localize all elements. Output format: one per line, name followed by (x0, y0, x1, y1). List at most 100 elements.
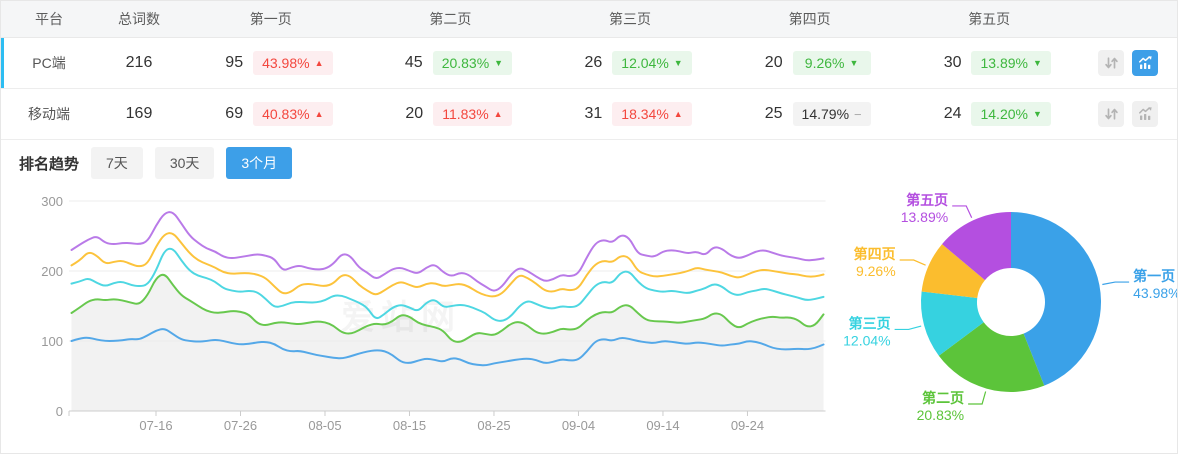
trend-arrow-icon: ▼ (1032, 57, 1042, 68)
svg-text:43.98%: 43.98% (1133, 285, 1178, 301)
table-row-pc[interactable]: PC端 216 95 43.98% ▲ 45 20.83% ▼ 26 12.04% ▼… (1, 38, 1177, 89)
trend-chart-button[interactable] (1132, 101, 1158, 127)
page-count: 25 (764, 105, 783, 122)
page-count: 26 (584, 54, 603, 71)
col-header-platform: 平台 (35, 11, 63, 27)
svg-text:08-15: 08-15 (393, 418, 426, 433)
svg-text:第二页: 第二页 (922, 390, 964, 406)
total-words-value: 169 (125, 105, 153, 122)
page1-cell: 95 43.98% ▲ (181, 51, 361, 75)
page2-cell: 45 20.83% ▼ (361, 51, 541, 75)
trend-arrow-icon: − (854, 106, 862, 122)
change-pct: 9.26% (804, 55, 845, 71)
svg-text:09-04: 09-04 (562, 418, 595, 433)
total-words-value: 216 (125, 54, 153, 71)
change-pct: 14.79% (801, 106, 850, 122)
col-header-page3: 第三页 (608, 11, 651, 27)
change-pct: 20.83% (441, 55, 490, 71)
col-header-page1: 第一页 (249, 11, 292, 27)
page-count: 45 (404, 54, 423, 71)
sort-arrows-icon (1105, 108, 1118, 120)
change-pct: 43.98% (262, 55, 310, 71)
change-badge: 13.89% ▼ (971, 51, 1051, 75)
change-pct: 11.83% (442, 106, 489, 122)
section-title: 排名趋势 (19, 155, 80, 173)
svg-text:9.26%: 9.26% (856, 263, 896, 279)
page-count: 69 (225, 105, 244, 122)
trend-chart-button[interactable] (1132, 50, 1158, 76)
page-count: 31 (584, 105, 603, 122)
page4-cell: 25 14.79% − (720, 102, 900, 126)
row-actions (1079, 50, 1177, 76)
trend-arrow-icon: ▲ (314, 108, 324, 119)
svg-text:300: 300 (41, 194, 63, 209)
svg-text:200: 200 (41, 264, 63, 279)
page1-cell: 69 40.83% ▲ (181, 102, 361, 126)
col-header-total: 总词数 (118, 11, 160, 27)
svg-text:07-16: 07-16 (139, 418, 172, 433)
change-badge: 20.83% ▼ (432, 51, 513, 75)
trend-arrow-icon: ▼ (1032, 108, 1042, 119)
trend-arrow-icon: ▲ (314, 57, 324, 68)
page-count: 95 (225, 54, 244, 71)
svg-text:08-25: 08-25 (477, 418, 510, 433)
platform-label: PC端 (32, 55, 66, 71)
tab-3months[interactable]: 3个月 (226, 147, 293, 179)
page3-cell: 31 18.34% ▲ (540, 102, 720, 126)
change-pct: 40.83% (262, 106, 310, 122)
tab-30days[interactable]: 30天 (154, 147, 215, 179)
col-header-page4: 第四页 (788, 11, 831, 27)
change-badge: 18.34% ▲ (612, 102, 692, 126)
page5-cell: 24 14.20% ▼ (899, 102, 1079, 126)
table-row-mobile[interactable]: 移动端 169 69 40.83% ▲ 20 11.83% ▲ 31 18.34% ▲… (1, 89, 1177, 140)
svg-text:第一页: 第一页 (1133, 268, 1175, 284)
trend-arrow-icon: ▲ (493, 108, 503, 119)
table-header: 平台 总词数 第一页 第二页 第三页 第四页 第五页 (1, 1, 1177, 38)
svg-text:09-14: 09-14 (646, 418, 679, 433)
page-count: 30 (943, 54, 962, 71)
svg-text:100: 100 (41, 334, 63, 349)
trend-arrow-icon: ▲ (673, 108, 683, 119)
platform-label: 移动端 (28, 106, 70, 122)
svg-text:第四页: 第四页 (854, 246, 896, 262)
change-pct: 13.89% (980, 55, 1028, 71)
trend-arrow-icon: ▼ (673, 57, 683, 68)
row-actions (1079, 101, 1177, 127)
change-badge: 40.83% ▲ (253, 102, 333, 126)
page4-cell: 20 9.26% ▼ (720, 51, 900, 75)
trend-arrow-icon: ▼ (849, 57, 859, 68)
sort-button[interactable] (1098, 50, 1124, 76)
page2-cell: 20 11.83% ▲ (361, 102, 541, 126)
charts-area: 0 100 200 300 爱站网 07-16 07-26 08-05 08-15 08-25 09… (1, 186, 1178, 453)
svg-text:第三页: 第三页 (849, 315, 891, 331)
page-count: 20 (405, 105, 424, 122)
col-header-page2: 第二页 (429, 11, 472, 27)
change-pct: 14.20% (980, 106, 1028, 122)
trend-section-header: 排名趋势 7天 30天 3个月 (1, 140, 1177, 186)
change-badge: 9.26% ▼ (792, 51, 871, 75)
page-count: 24 (943, 105, 962, 122)
change-badge: 11.83% ▲ (433, 102, 512, 126)
page-count: 20 (764, 54, 783, 71)
page5-cell: 30 13.89% ▼ (899, 51, 1079, 75)
change-pct: 18.34% (621, 106, 669, 122)
tab-7days[interactable]: 7天 (91, 147, 143, 179)
change-badge: 14.20% ▼ (971, 102, 1051, 126)
svg-text:08-05: 08-05 (308, 418, 341, 433)
svg-text:0: 0 (56, 404, 63, 419)
svg-text:07-26: 07-26 (224, 418, 257, 433)
bar-chart-icon (1139, 107, 1152, 120)
svg-text:20.83%: 20.83% (917, 407, 964, 423)
svg-text:第五页: 第五页 (906, 192, 948, 208)
svg-text:12.04%: 12.04% (843, 332, 890, 348)
trend-arrow-icon: ▼ (494, 57, 504, 68)
svg-text:13.89%: 13.89% (901, 209, 948, 225)
change-badge: 14.79% − (792, 102, 871, 126)
change-badge: 43.98% ▲ (253, 51, 333, 75)
sort-arrows-icon (1105, 57, 1118, 69)
sort-button[interactable] (1098, 101, 1124, 127)
change-pct: 12.04% (621, 55, 669, 71)
